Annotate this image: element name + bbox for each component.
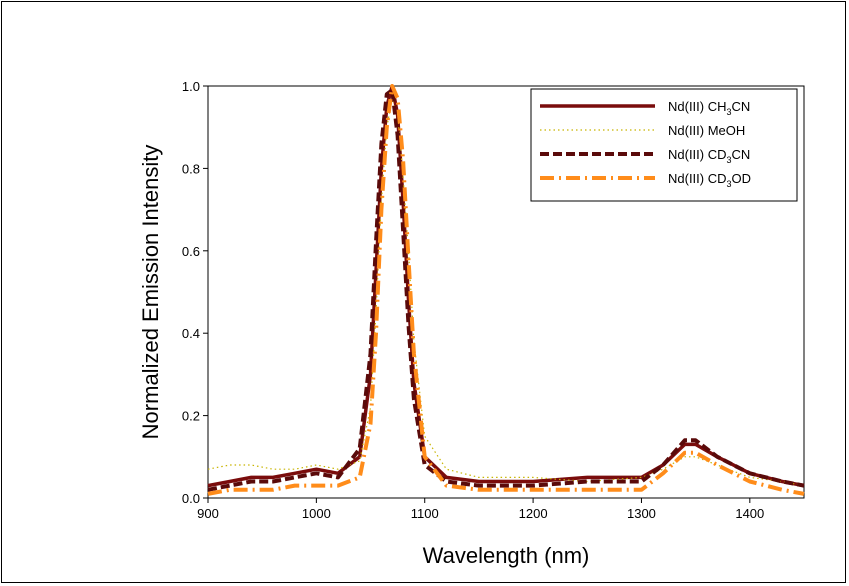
legend-items: Nd(III) CH3CN Nd(III) MeOH Nd(III) CD3CN Nd…: [540, 99, 751, 189]
y-tick-label: 0.8: [182, 161, 200, 176]
x-tick-label: 1300: [627, 506, 656, 521]
y-axis-title: Normalized Emission Intensity: [138, 145, 163, 440]
legend-label-2: Nd(III) MeOH: [668, 123, 745, 138]
legend-label-4: Nd(III) CD3OD: [668, 171, 751, 189]
legend: Nd(III) CH3CN Nd(III) MeOH Nd(III) CD3CN Nd…: [530, 88, 798, 202]
y-tick-label: 0.0: [182, 491, 200, 506]
series-line-3: [207, 88, 805, 492]
x-tick-label: 1100: [411, 506, 439, 521]
x-axis-title: Wavelength (nm): [423, 543, 590, 568]
x-tick-label: 1200: [519, 506, 548, 521]
plot-area: [207, 85, 805, 499]
series-layer: [207, 84, 805, 496]
x-tick-label: 1400: [735, 506, 764, 521]
y-tick-label: 1.0: [182, 79, 200, 94]
series-line-4: [207, 84, 805, 496]
tick-layer: 900 1000 1100 1200 1300 1400 0.0 0.2 0.4 0.6 0.8 1.…: [182, 79, 764, 521]
y-tick-label: 0.2: [182, 409, 200, 424]
y-tick-label: 0.4: [182, 326, 200, 341]
x-tick-label: 900: [197, 506, 219, 521]
y-tick-label: 0.6: [182, 244, 200, 259]
legend-label-3: Nd(III) CD3CN: [668, 147, 750, 165]
legend-label-1: Nd(III) CH3CN: [668, 99, 750, 117]
x-tick-label: 1000: [302, 506, 331, 521]
